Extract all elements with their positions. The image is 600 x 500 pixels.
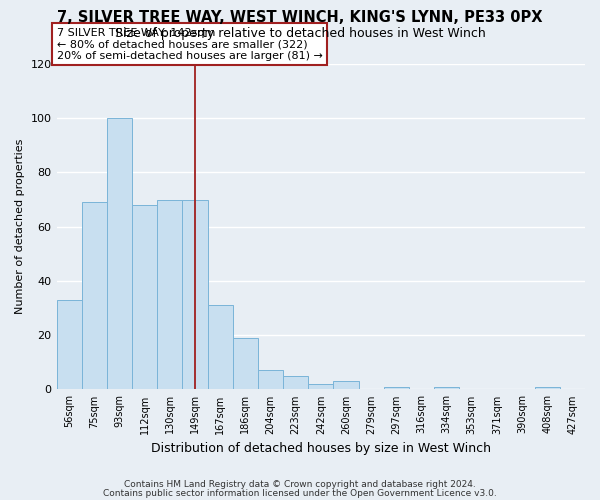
Text: Contains HM Land Registry data © Crown copyright and database right 2024.: Contains HM Land Registry data © Crown c… xyxy=(124,480,476,489)
Y-axis label: Number of detached properties: Number of detached properties xyxy=(15,139,25,314)
X-axis label: Distribution of detached houses by size in West Winch: Distribution of detached houses by size … xyxy=(151,442,491,455)
Bar xyxy=(132,205,157,390)
Bar xyxy=(258,370,283,390)
Text: 7, SILVER TREE WAY, WEST WINCH, KING'S LYNN, PE33 0PX: 7, SILVER TREE WAY, WEST WINCH, KING'S L… xyxy=(57,10,543,25)
Bar xyxy=(283,376,308,390)
Bar xyxy=(334,382,359,390)
Text: 7 SILVER TREE WAY: 142sqm
← 80% of detached houses are smaller (322)
20% of semi: 7 SILVER TREE WAY: 142sqm ← 80% of detac… xyxy=(56,28,322,60)
Bar xyxy=(182,200,208,390)
Bar xyxy=(434,386,459,390)
Bar xyxy=(157,200,182,390)
Bar xyxy=(82,202,107,390)
Bar xyxy=(208,306,233,390)
Bar xyxy=(233,338,258,390)
Bar xyxy=(383,386,409,390)
Bar xyxy=(535,386,560,390)
Bar xyxy=(107,118,132,390)
Bar xyxy=(56,300,82,390)
Bar xyxy=(308,384,334,390)
Text: Size of property relative to detached houses in West Winch: Size of property relative to detached ho… xyxy=(115,28,485,40)
Text: Contains public sector information licensed under the Open Government Licence v3: Contains public sector information licen… xyxy=(103,488,497,498)
